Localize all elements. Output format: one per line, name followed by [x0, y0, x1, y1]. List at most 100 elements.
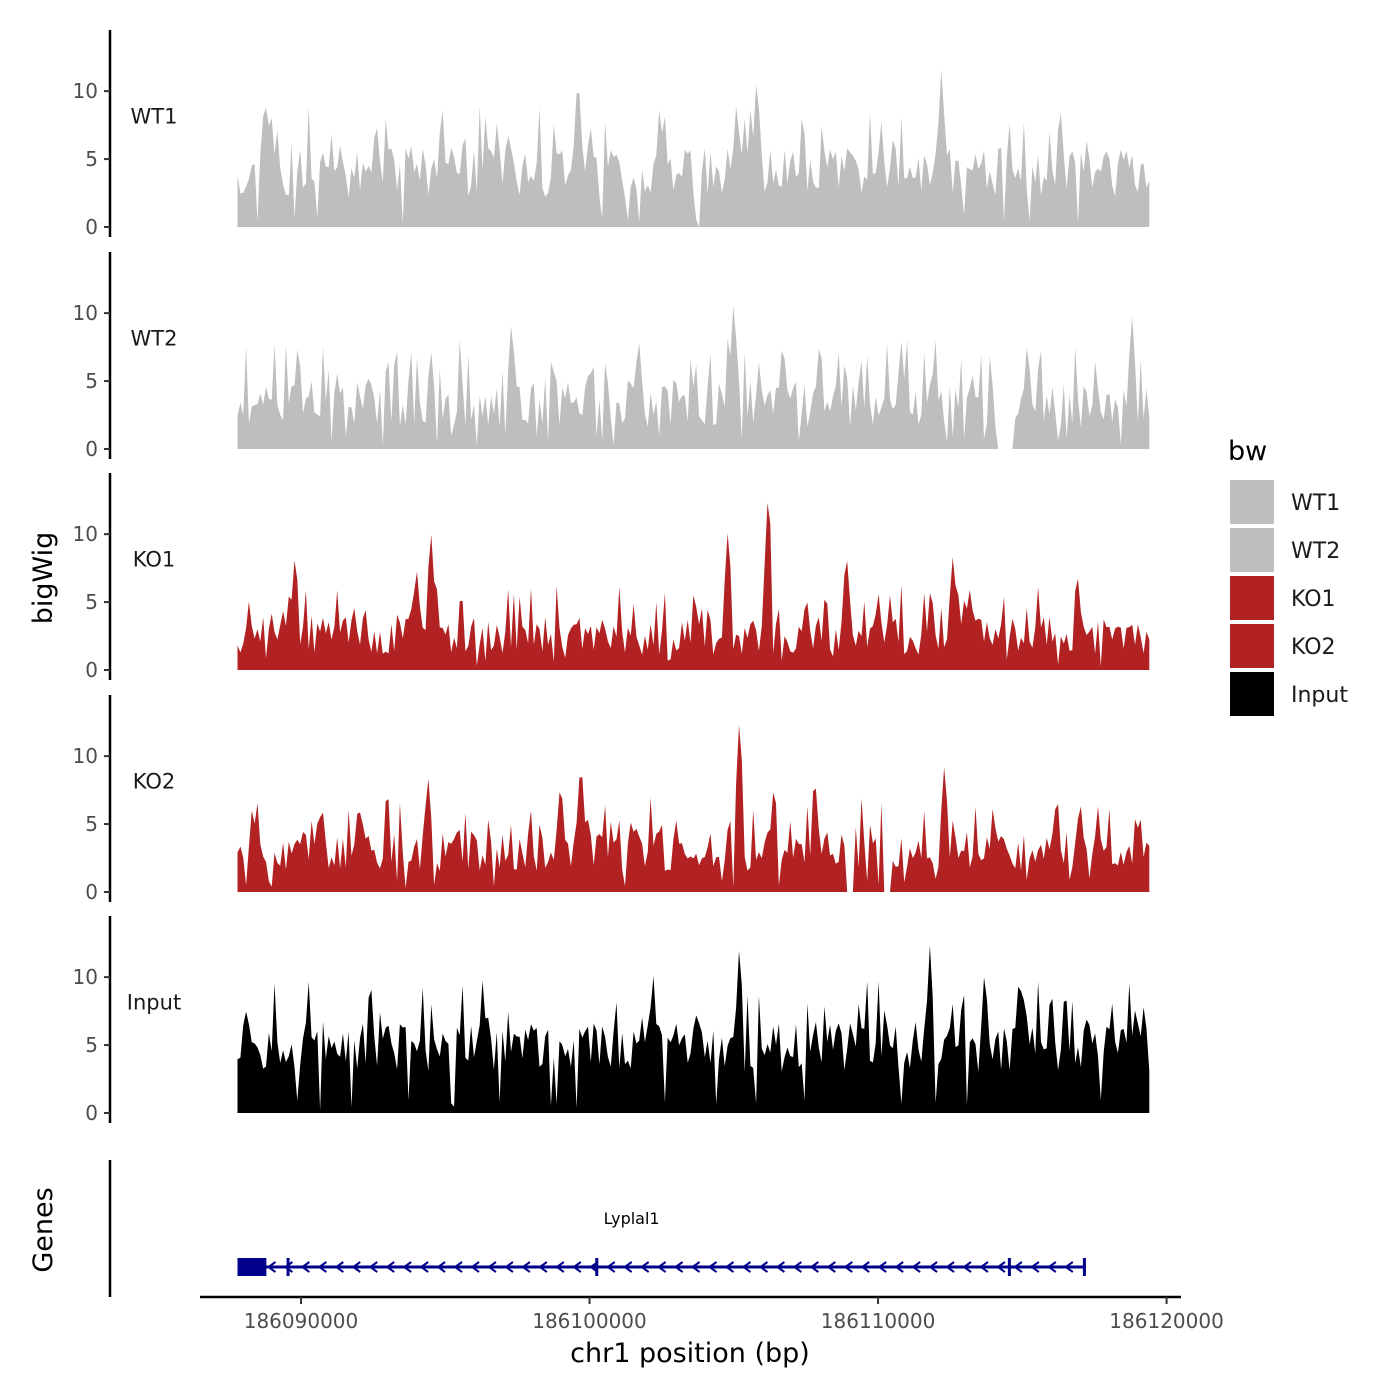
strand-arrow	[724, 1261, 735, 1273]
strand-arrow	[606, 1261, 616, 1273]
legend-key-wt2	[1230, 528, 1274, 572]
y-tick-label: 10	[73, 965, 98, 989]
strand-arrow	[962, 1261, 972, 1273]
strand-arrow	[317, 1261, 327, 1273]
tracks-group: 0 5 10 WT1 0 5 10 WT2 0 5 10 KO1 0 5 10 KO2 0 5 10 Input	[73, 30, 1150, 1125]
strand-arrow	[453, 1261, 463, 1273]
gene-name: Lyplal1	[604, 1209, 660, 1228]
y-tick-label: 10	[73, 79, 98, 103]
legend-key-ko2	[1230, 624, 1274, 668]
gene-exon	[1082, 1258, 1086, 1276]
signal-area-ko1	[237, 502, 1150, 670]
strand-arrow	[504, 1261, 514, 1273]
strand-arrow	[538, 1261, 548, 1273]
legend-label-wt1: WT1	[1291, 491, 1340, 516]
y-tick-label: 5	[85, 812, 98, 836]
strand-arrow	[690, 1261, 701, 1273]
y-tick-label: 10	[73, 301, 98, 325]
strand-arrow	[826, 1261, 836, 1273]
gene-exon	[1007, 1258, 1011, 1276]
strand-arrow	[792, 1261, 802, 1273]
gene-exon	[595, 1258, 599, 1276]
signal-area-input	[237, 945, 1150, 1113]
legend-key-wt1	[1230, 480, 1274, 524]
signal-area-wt1	[237, 70, 1150, 227]
strand-arrow	[487, 1261, 497, 1273]
track-label-wt2: WT2	[131, 327, 178, 351]
strand-arrow	[521, 1261, 531, 1273]
y-tick-label: 0	[85, 215, 98, 239]
strand-arrow	[911, 1261, 921, 1273]
track-label-ko1: KO1	[133, 548, 176, 572]
legend-label-ko1: KO1	[1291, 587, 1336, 612]
strand-arrow	[707, 1261, 718, 1273]
strand-arrow	[334, 1261, 344, 1273]
strand-arrow	[419, 1261, 429, 1273]
strand-arrow	[436, 1261, 446, 1273]
strand-arrow	[996, 1261, 1006, 1273]
y-tick-label: 10	[73, 522, 98, 546]
y-tick-label: 5	[85, 590, 98, 614]
strand-arrow	[572, 1261, 582, 1273]
strand-arrow	[945, 1261, 955, 1273]
strand-arrow	[555, 1261, 565, 1273]
strand-arrow	[470, 1261, 480, 1273]
strand-arrow	[1047, 1261, 1057, 1273]
strand-arrow	[860, 1261, 870, 1273]
strand-arrow	[979, 1261, 989, 1273]
x-tick-label: 186100000	[532, 1309, 647, 1333]
track-label-input: Input	[127, 991, 181, 1015]
y-tick-label: 0	[85, 658, 98, 682]
x-tick-label: 186110000	[821, 1309, 936, 1333]
strand-arrow	[741, 1261, 752, 1273]
strand-arrow	[673, 1261, 684, 1273]
strand-arrow	[894, 1261, 904, 1273]
legend-label-input: Input	[1291, 683, 1348, 708]
signal-area-wt2	[237, 305, 1150, 449]
strand-arrow	[266, 1261, 277, 1273]
track-label-ko2: KO2	[133, 770, 176, 794]
signal-area-ko2	[237, 724, 1150, 892]
strand-arrow	[809, 1261, 819, 1273]
strand-arrow	[1030, 1261, 1040, 1273]
x-tick-label: 186120000	[1109, 1309, 1224, 1333]
y-tick-label: 10	[73, 744, 98, 768]
y-tick-label: 0	[85, 437, 98, 461]
strand-arrow	[775, 1261, 785, 1273]
strand-arrow	[283, 1261, 293, 1273]
x-axis-title: chr1 position (bp)	[570, 1338, 810, 1369]
y-tick-label: 0	[85, 880, 98, 904]
x-axis: 186090000 186100000 186110000 186120000	[200, 1295, 1224, 1333]
legend: bw WT1 WT2 KO1 KO2 Input	[1228, 436, 1348, 716]
legend-key-ko1	[1230, 576, 1274, 620]
y-tick-label: 0	[85, 1101, 98, 1125]
legend-title: bw	[1228, 436, 1267, 467]
strand-arrow	[385, 1261, 395, 1273]
y-tick-label: 5	[85, 147, 98, 171]
strand-arrow	[877, 1261, 887, 1273]
strand-arrow	[1064, 1261, 1074, 1273]
strand-arrow	[1013, 1261, 1023, 1273]
y-axis-title: bigWig	[28, 532, 59, 625]
strand-arrow	[843, 1261, 853, 1273]
strand-arrow	[758, 1261, 769, 1273]
strand-arrow	[402, 1261, 412, 1273]
strand-arrow	[928, 1261, 938, 1273]
strand-arrow	[368, 1261, 378, 1273]
gene-exon	[286, 1258, 290, 1276]
gene-exon	[237, 1258, 267, 1276]
y-tick-label: 5	[85, 1033, 98, 1057]
genes-panel: Genes Lyplal1	[28, 1160, 1086, 1297]
legend-label-ko2: KO2	[1291, 635, 1336, 660]
legend-label-wt2: WT2	[1291, 539, 1340, 564]
strand-arrow	[656, 1261, 667, 1273]
y-tick-label: 5	[85, 369, 98, 393]
strand-arrow	[300, 1261, 310, 1273]
genes-panel-label: Genes	[28, 1187, 59, 1272]
legend-key-input	[1230, 672, 1274, 716]
track-label-wt1: WT1	[131, 105, 178, 129]
strand-arrow	[639, 1261, 650, 1273]
x-tick-label: 186090000	[244, 1309, 359, 1333]
strand-arrow	[351, 1261, 361, 1273]
